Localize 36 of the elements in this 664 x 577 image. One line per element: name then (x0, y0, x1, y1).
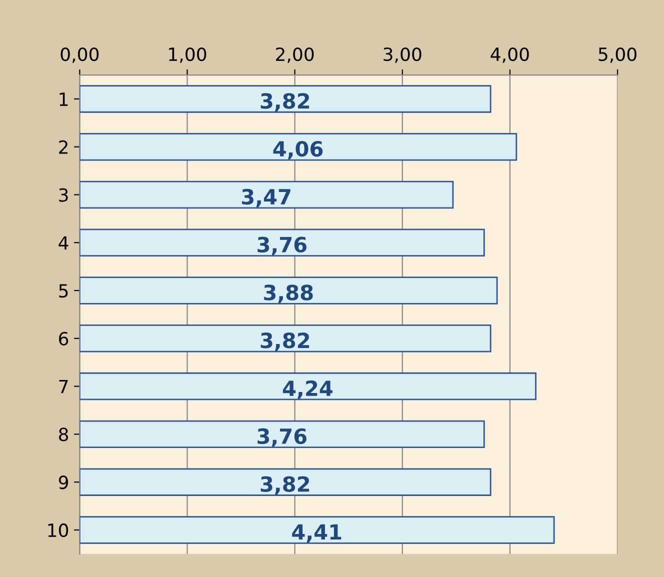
bar (80, 420, 485, 448)
data-label: 4,24 (282, 380, 332, 399)
data-label: 3,76 (258, 236, 306, 256)
data-label: 4,41 (292, 524, 342, 543)
bar (80, 372, 536, 400)
x-tick-label: 4,00 (490, 47, 529, 63)
bar (80, 324, 492, 352)
bar (80, 468, 492, 496)
data-label: 3,76 (258, 428, 306, 447)
y-tick-label: 4 (58, 236, 68, 250)
y-tick-label: 7 (59, 380, 68, 394)
bar (80, 180, 454, 209)
x-tick-label: 1,00 (169, 47, 206, 63)
y-tick-label: 9 (58, 476, 68, 490)
data-label: 3,82 (260, 93, 310, 112)
data-label: 4,06 (273, 140, 323, 160)
y-tick-label: 5 (59, 284, 68, 298)
bar (80, 85, 492, 113)
data-label: 3,88 (264, 284, 313, 304)
x-tick-label: 5,00 (598, 47, 636, 63)
y-tick-label: 1 (60, 92, 68, 106)
data-label: 3,82 (260, 476, 310, 495)
x-tick-label: 0,00 (60, 47, 99, 63)
data-label: 3,82 (260, 332, 310, 351)
bar (80, 132, 518, 161)
x-tick-label: 2,00 (276, 47, 314, 63)
y-tick-label: 2 (59, 140, 68, 154)
bar (80, 516, 555, 544)
y-tick-label: 3 (59, 188, 68, 202)
data-label: 3,47 (242, 188, 290, 208)
y-tick-label: 6 (59, 332, 68, 346)
x-tick-label: 3,00 (384, 47, 422, 63)
bar (80, 276, 498, 304)
bar (80, 228, 485, 256)
y-tick-label: 10 (48, 523, 68, 538)
y-tick-label: 8 (59, 428, 68, 442)
